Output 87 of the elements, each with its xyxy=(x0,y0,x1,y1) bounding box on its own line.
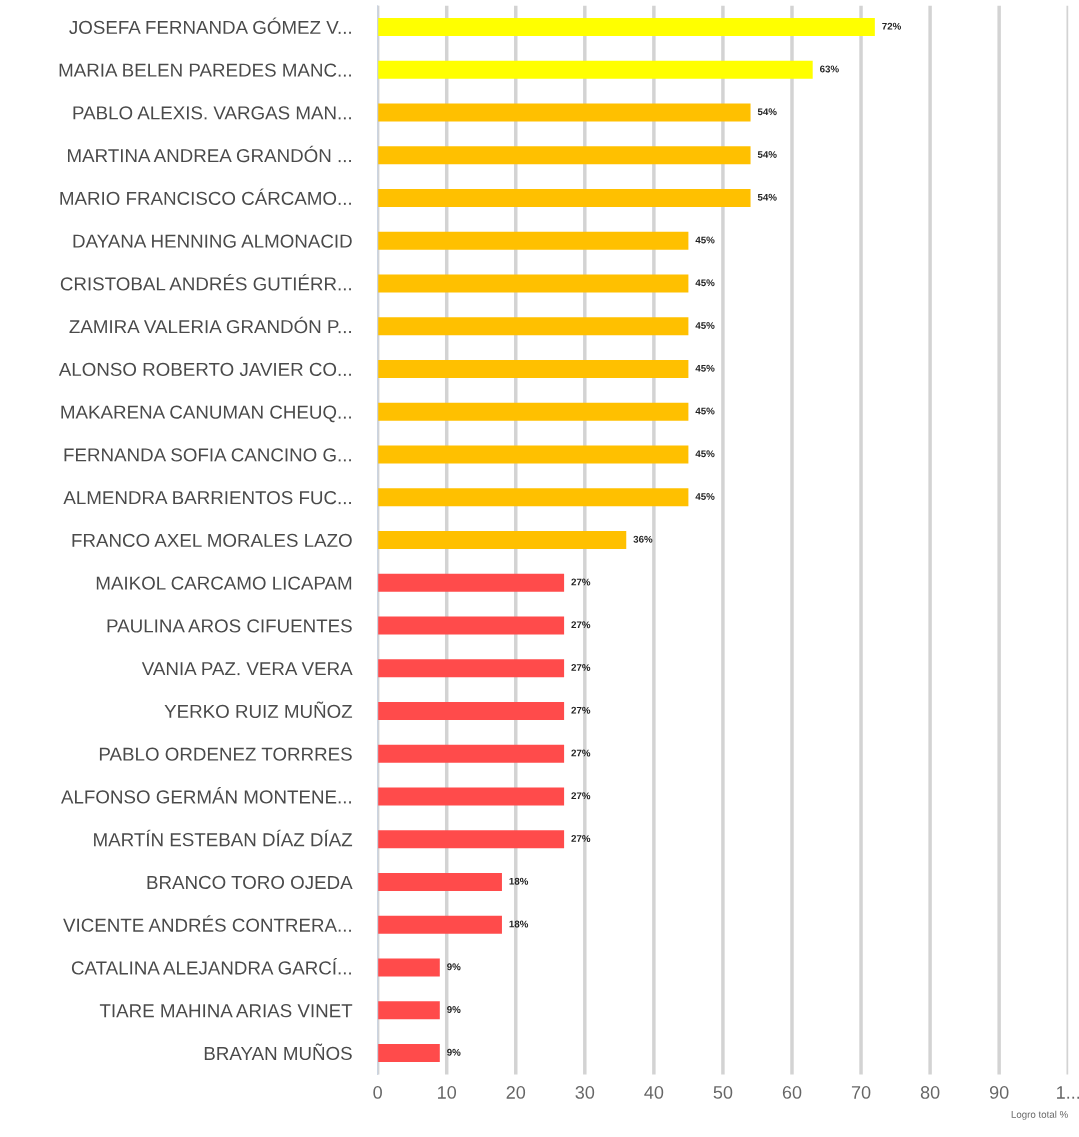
data-label: 45% xyxy=(695,493,715,500)
bar xyxy=(377,189,751,208)
y-tick-label: DAYANA HENNING ALMONACID xyxy=(73,234,352,248)
bar xyxy=(377,317,689,336)
bar xyxy=(377,744,565,763)
data-label: 72% xyxy=(882,22,901,30)
data-label: 45% xyxy=(695,364,715,372)
y-tick-label: ALONSO ROBERTO JAVIER CO... xyxy=(58,362,351,377)
x-tick-label: 0 xyxy=(373,1086,382,1099)
y-tick-label: ALMENDRA BARRIENTOS FUC... xyxy=(63,491,351,505)
data-label: 9% xyxy=(447,963,461,971)
data-label: 27% xyxy=(571,578,591,586)
bar xyxy=(377,830,565,849)
bar xyxy=(377,402,689,421)
bar xyxy=(377,958,440,977)
y-tick-label: BRANCO TORO OJEDA xyxy=(147,875,353,890)
y-tick-label: ZAMIRA VALERIA GRANDÓN P... xyxy=(69,316,351,334)
y-tick-label: VANIA PAZ. VERA VERA xyxy=(141,662,353,676)
data-label: 9% xyxy=(447,1006,461,1013)
data-label: 9% xyxy=(447,1048,461,1056)
y-tick-label: FERNANDA SOFIA CANCINO G... xyxy=(64,448,351,462)
y-tick-label: JOSEFA FERNANDA GÓMEZ V... xyxy=(69,17,351,35)
bar xyxy=(377,360,689,379)
y-tick-label: FRANCO AXEL MORALES LAZO xyxy=(72,533,352,548)
data-label: 27% xyxy=(571,749,591,757)
bar xyxy=(377,573,565,592)
x-tick-label: 1... xyxy=(1057,1086,1079,1099)
data-label: 27% xyxy=(571,621,591,629)
y-tick-label: BRAYAN MUÑOS xyxy=(204,1043,352,1061)
data-label: 54% xyxy=(757,108,777,116)
x-tick-label: 80 xyxy=(920,1086,940,1099)
data-label: 63% xyxy=(820,65,839,73)
y-tick-label: PABLO ALEXIS. VARGAS MAN... xyxy=(73,106,351,120)
bar xyxy=(377,231,689,250)
x-tick-label: 70 xyxy=(851,1086,871,1099)
y-tick-label: CATALINA ALEJANDRA GARCÍ... xyxy=(71,958,351,975)
bar xyxy=(377,488,689,507)
data-label: 27% xyxy=(571,664,591,671)
y-tick-label: MARIA BELEN PAREDES MANC... xyxy=(59,63,351,77)
bar xyxy=(377,702,565,721)
data-label: 45% xyxy=(695,279,715,287)
x-tick-label: 20 xyxy=(506,1086,526,1099)
bar xyxy=(377,1001,440,1020)
x-tick-label: 30 xyxy=(575,1086,595,1099)
bar xyxy=(377,445,689,464)
y-tick-label: MARTÍN ESTEBAN DÍAZ DÍAZ xyxy=(94,829,353,847)
x-tick-label: 10 xyxy=(438,1086,457,1099)
y-tick-label: MARIO FRANCISCO CÁRCAMO... xyxy=(60,188,351,206)
y-tick-label: YERKO RUIZ MUÑOZ xyxy=(164,701,353,719)
y-tick-label: ALFONSO GERMÁN MONTENE... xyxy=(60,787,351,804)
bar xyxy=(377,18,875,37)
bar xyxy=(377,915,502,934)
data-label: 27% xyxy=(571,706,591,714)
data-label: 45% xyxy=(695,450,715,458)
bar xyxy=(377,1044,440,1063)
y-tick-label: MARTINA ANDREA GRANDÓN ... xyxy=(68,145,351,163)
y-tick-label: CRISTOBAL ANDRÉS GUTIÉRR... xyxy=(60,274,351,291)
x-tick-label: 60 xyxy=(782,1086,802,1099)
x-tick-label: 90 xyxy=(989,1086,1009,1099)
bar xyxy=(377,146,751,165)
data-label: 54% xyxy=(757,193,777,201)
bar xyxy=(377,659,565,678)
data-label: 27% xyxy=(571,792,591,800)
bar xyxy=(377,60,813,79)
y-tick-label: PABLO ORDENEZ TORRRES xyxy=(99,747,352,761)
data-label: 27% xyxy=(571,835,591,842)
y-tick-label: VICENTE ANDRÉS CONTRERA... xyxy=(63,915,351,932)
data-label: 45% xyxy=(695,322,715,329)
data-label: 45% xyxy=(695,407,715,415)
y-tick-label: TIARE MAHINA ARIAS VINET xyxy=(99,1004,353,1018)
bar xyxy=(377,531,627,550)
y-tick-label: PAULINA AROS CIFUENTES xyxy=(107,619,352,633)
data-label: 54% xyxy=(757,151,777,158)
y-tick-label: MAIKOL CARCAMO LICAPAM xyxy=(96,576,352,590)
bar xyxy=(377,616,565,635)
data-label: 45% xyxy=(695,236,715,244)
data-label: 18% xyxy=(509,920,529,928)
bar xyxy=(377,103,751,122)
x-axis-title: Logro total % xyxy=(1011,1110,1068,1120)
data-label: 18% xyxy=(509,877,529,885)
bar xyxy=(377,787,565,806)
y-tick-label: MAKARENA CANUMAN CHEUQ... xyxy=(61,405,351,423)
bar xyxy=(377,274,689,293)
x-tick-label: 40 xyxy=(644,1086,664,1099)
data-label: 36% xyxy=(633,535,653,543)
x-tick-label: 50 xyxy=(713,1086,733,1099)
bar xyxy=(377,873,502,892)
